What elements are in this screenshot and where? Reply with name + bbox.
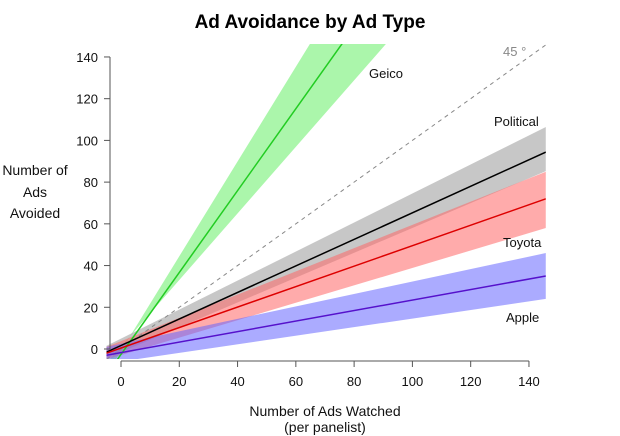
- line-political: [106, 151, 546, 353]
- reference-line-label: 45 °: [503, 44, 526, 59]
- y-tick-label: 120: [76, 92, 98, 107]
- x-tick-label: 20: [172, 374, 186, 389]
- series-label-toyota: Toyota: [503, 235, 542, 250]
- x-tick-label: 120: [460, 374, 482, 389]
- y-tick-label: 0: [91, 342, 98, 357]
- chart-title: Ad Avoidance by Ad Type: [195, 12, 426, 33]
- y-tick-label: 60: [84, 217, 98, 232]
- band-geico: [110, 44, 386, 360]
- x-tick-label: 0: [117, 374, 124, 389]
- series-label-political: Political: [494, 114, 539, 129]
- line-apple: [106, 275, 546, 356]
- fit-lines: [106, 44, 546, 360]
- band-toyota: [106, 171, 546, 360]
- y-axis-title-line2: Ads: [23, 184, 47, 200]
- reference-line-group: [106, 44, 546, 360]
- series-label-geico: Geico: [369, 66, 403, 81]
- y-tick-label: 80: [84, 175, 98, 190]
- y-axis-title-line3: Avoided: [10, 205, 60, 221]
- y-tick-label: 20: [84, 300, 98, 315]
- x-axis-title-line1: Number of Ads Watched: [249, 403, 400, 419]
- line-toyota: [106, 198, 546, 354]
- series-labels: Geico Political Toyota Apple: [369, 66, 542, 325]
- x-axis-title-line2: (per panelist): [284, 419, 366, 435]
- series-label-apple: Apple: [506, 310, 539, 325]
- y-axis-title-line1: Number of: [2, 162, 67, 178]
- x-tick-label: 40: [230, 374, 244, 389]
- x-tick-label: 60: [289, 374, 303, 389]
- x-tick-label: 100: [402, 374, 424, 389]
- band-political: [106, 127, 546, 359]
- line-geico: [116, 44, 343, 360]
- y-tick-label: 100: [76, 133, 98, 148]
- x-tick-label: 140: [518, 374, 540, 389]
- y-tick-label: 140: [76, 50, 98, 65]
- axes: 0 20 40 60 80 100 120 140 0 20 40 60 80 100 120 140: [76, 50, 540, 389]
- band-apple: [106, 253, 546, 360]
- reference-line-45deg: [106, 44, 546, 360]
- y-tick-label: 40: [84, 259, 98, 274]
- confidence-bands: [106, 44, 546, 360]
- x-tick-label: 80: [347, 374, 361, 389]
